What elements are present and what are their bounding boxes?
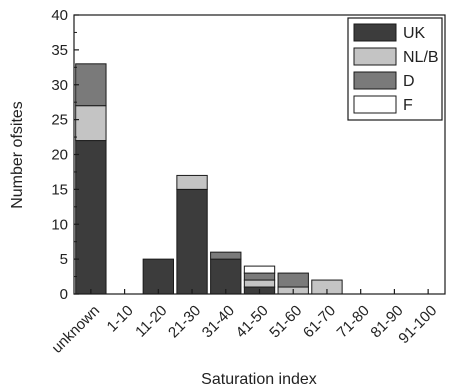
legend-swatch-nl-b <box>353 47 397 66</box>
y-tick-label: 20 <box>51 147 68 164</box>
bar-segment-d-0 <box>75 63 107 107</box>
bar-segment-uk-3 <box>176 188 208 295</box>
bar-segment-uk-2 <box>142 258 174 295</box>
y-tick-label: 0 <box>60 286 68 303</box>
y-tick-label: 10 <box>51 216 68 233</box>
legend-label: UK <box>403 25 426 42</box>
bar-segment-nl-b-0 <box>75 105 107 142</box>
x-tick-label: 21-30 <box>165 302 204 341</box>
bars-layer <box>75 63 343 295</box>
y-tick-label: 40 <box>51 7 68 24</box>
bar-segment-nl-b-3 <box>176 174 208 190</box>
legend-swatch-uk <box>353 23 397 42</box>
bar-segment-d-5 <box>243 272 276 281</box>
legend-label: F <box>403 97 413 114</box>
x-tick-label: 61-70 <box>300 302 339 341</box>
y-tick-label: 30 <box>51 77 68 94</box>
x-tick-label: 1-10 <box>104 302 137 335</box>
bar-segment-d-6 <box>277 272 309 288</box>
legend-swatch-d <box>353 71 397 90</box>
x-tick-label: 71-80 <box>334 302 373 341</box>
legend: UK NL/B DF <box>347 17 443 121</box>
y-tick-label: 25 <box>51 112 68 129</box>
x-axis-title: Saturation index <box>201 371 317 388</box>
x-tick-label: 31-40 <box>199 302 238 341</box>
y-axis-title: Number ofsites <box>9 101 26 209</box>
x-tick-label: 51-60 <box>266 302 305 341</box>
bar-segment-nl-b-5 <box>243 279 276 288</box>
bar-segment-uk-4 <box>210 258 242 295</box>
y-tick-label: 5 <box>60 251 68 268</box>
bar-segment-d-4 <box>210 251 242 260</box>
legend-label: NL/B <box>403 49 439 66</box>
bar-segment-uk-0 <box>75 140 107 295</box>
y-tick-label: 35 <box>51 42 68 59</box>
x-tick-label: 11-20 <box>132 302 170 340</box>
y-tick-label: 15 <box>51 181 68 198</box>
x-tick-label: 91-100 <box>395 302 440 347</box>
legend-label: D <box>403 73 415 90</box>
x-tick-label: 41-50 <box>233 302 272 341</box>
bar-segment-f-5 <box>243 265 276 274</box>
x-tick-label: unknown <box>49 302 103 356</box>
legend-swatch-f <box>353 95 397 114</box>
